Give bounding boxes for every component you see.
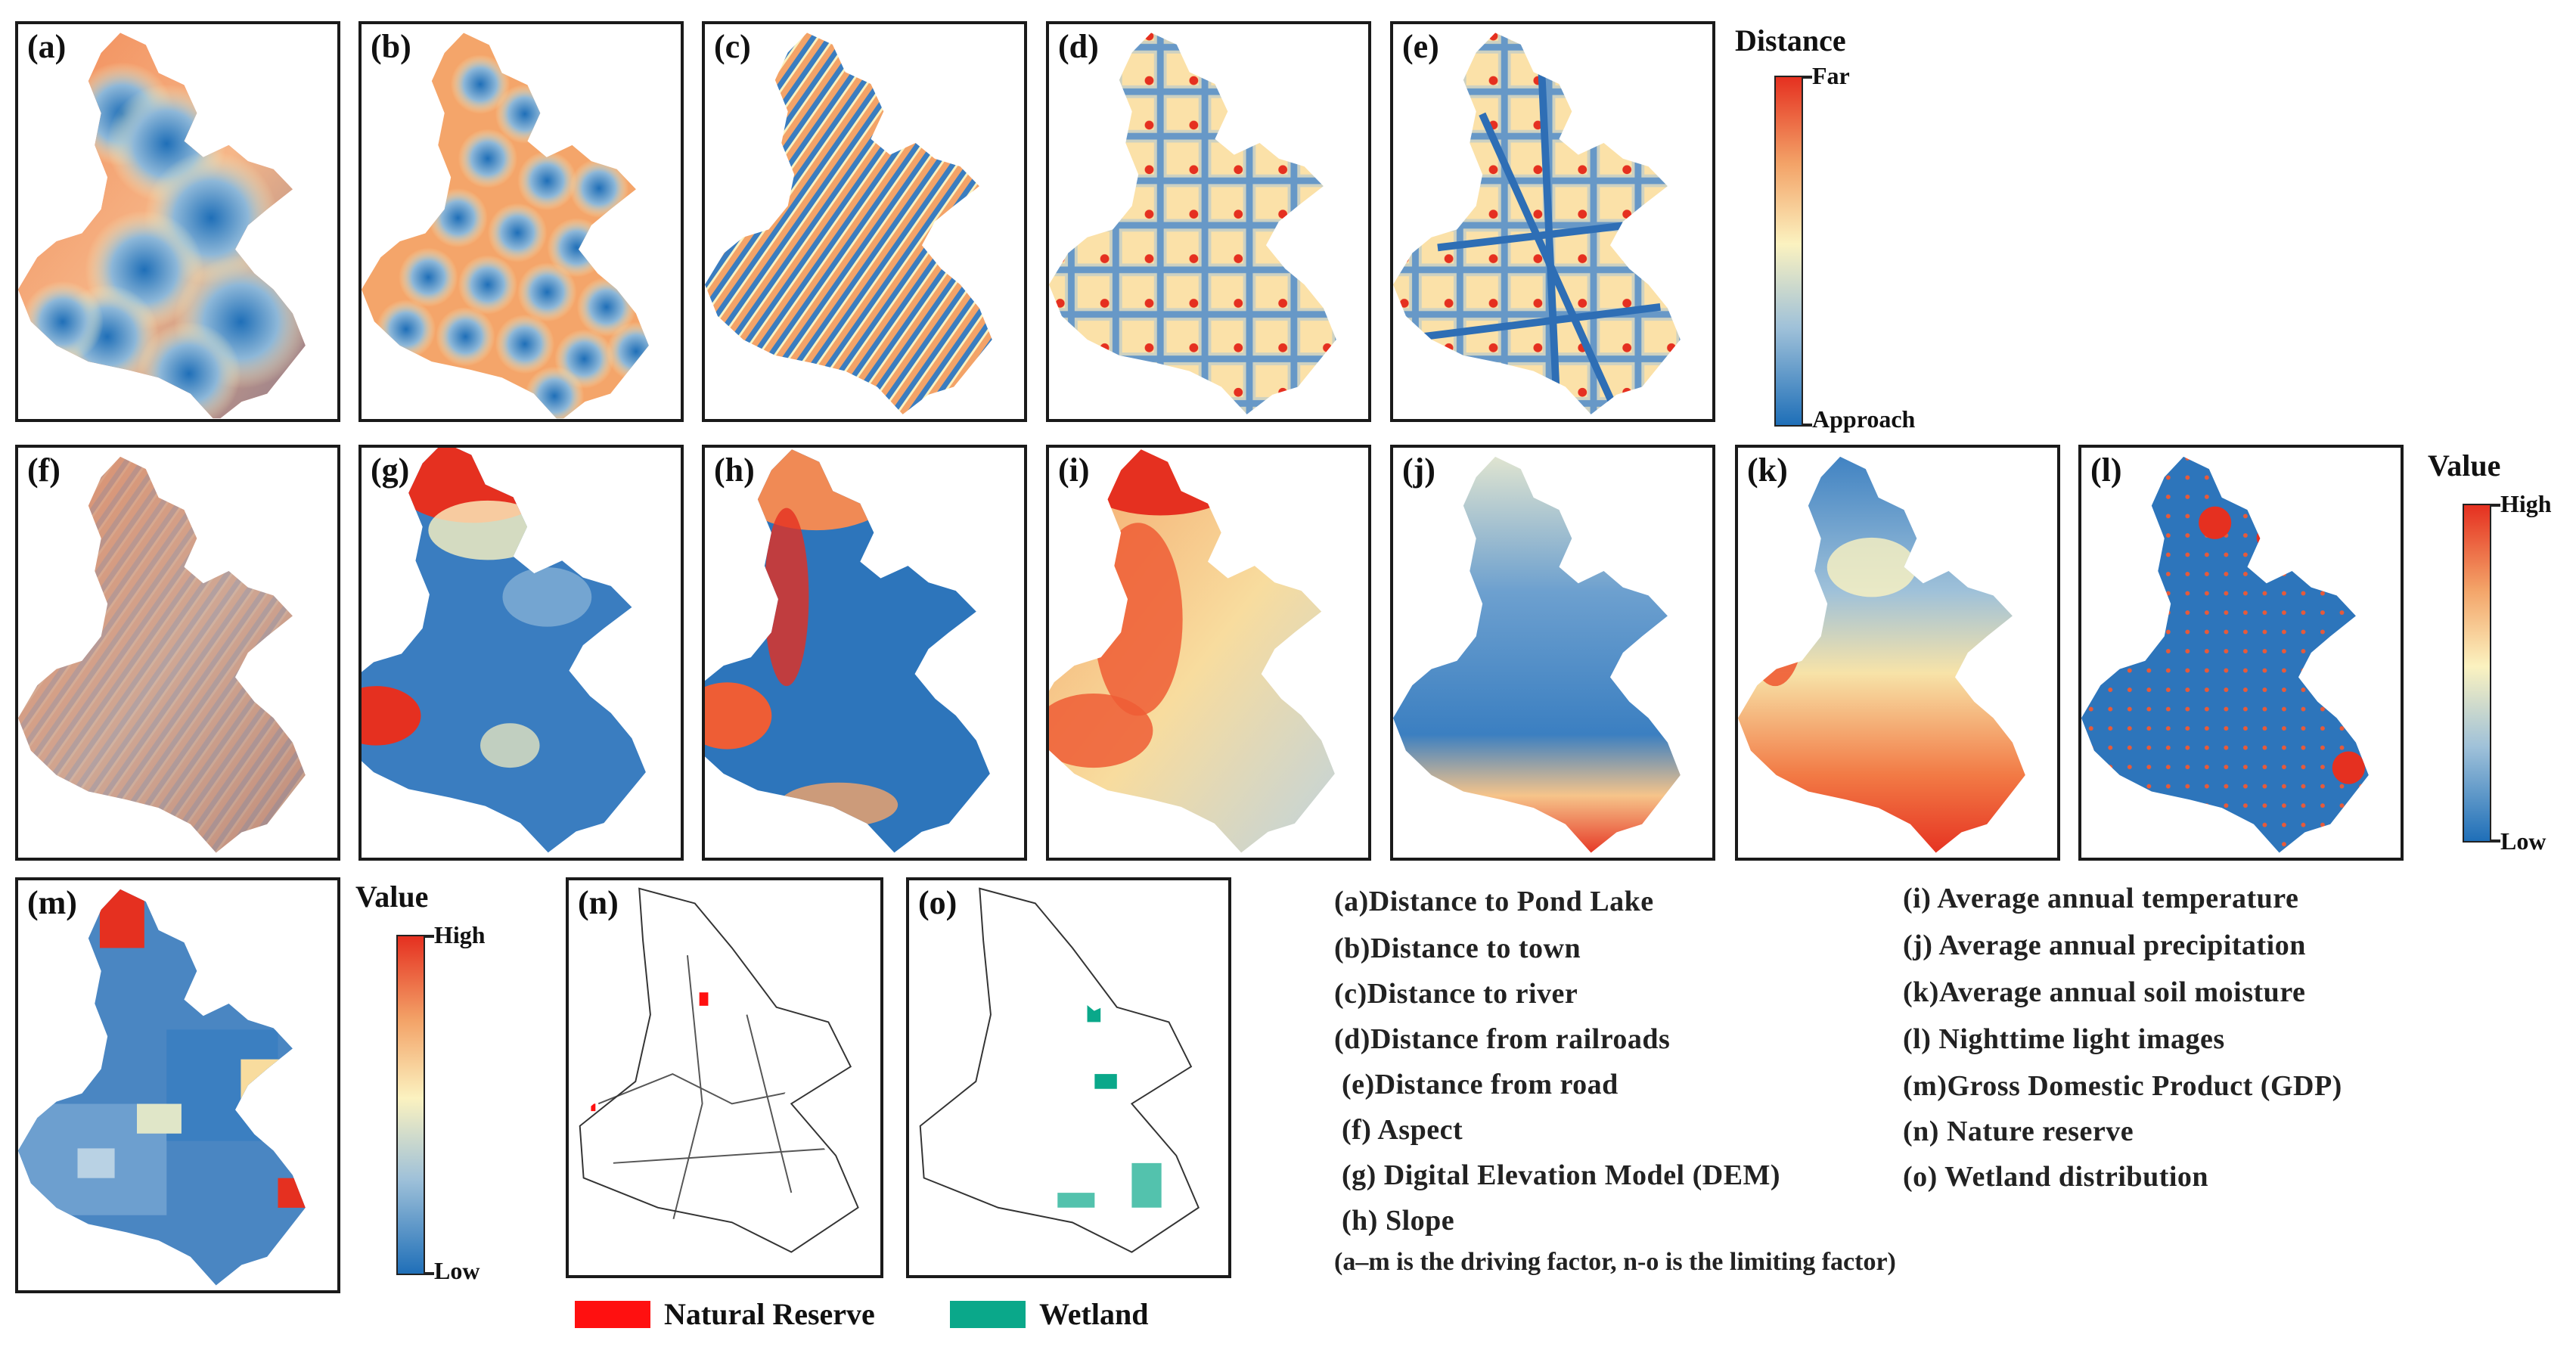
- factor-l: (l) Nighttime light images: [1903, 1023, 2225, 1055]
- map-panel-g: (g): [358, 445, 684, 861]
- panel-label-g: (g): [371, 452, 410, 489]
- map-panel-e: (e): [1390, 21, 1715, 422]
- panel-label-n: (n): [578, 884, 619, 921]
- factor-j: (j) Average annual precipitation: [1903, 929, 2306, 961]
- panel-label-h: (h): [714, 452, 755, 489]
- map-temperature: [1049, 449, 1335, 853]
- factor-b: (b)Distance to town: [1334, 933, 1581, 964]
- factor-k: (k)Average annual soil moisture: [1903, 976, 2306, 1008]
- map-distance-pond-lake: [18, 33, 306, 419]
- map-panel-k: (k): [1735, 445, 2060, 861]
- factor-h: (h) Slope: [1342, 1205, 1455, 1237]
- factor-note: (a–m is the driving factor, n-o is the l…: [1334, 1248, 1896, 1276]
- panel-label-m: (m): [27, 884, 77, 921]
- map-nature-reserve: [569, 887, 859, 1271]
- gdp-legend-title: Value: [355, 880, 429, 914]
- map-panel-h: (h): [702, 445, 1027, 861]
- factor-d: (d)Distance from railroads: [1334, 1023, 1671, 1055]
- factor-m: (m)Gross Domestic Product (GDP): [1903, 1070, 2342, 1102]
- factor-e: (e)Distance from road: [1342, 1069, 1619, 1100]
- map-panel-o: (o): [906, 877, 1231, 1278]
- factor-c: (c)Distance to river: [1334, 978, 1578, 1010]
- value-legend-low: Low: [2500, 827, 2547, 855]
- map-panel-f: (f): [15, 445, 340, 861]
- panel-label-o: (o): [918, 884, 957, 921]
- factor-g: (g) Digital Elevation Model (DEM): [1342, 1159, 1781, 1191]
- map-panel-j: (j): [1390, 445, 1715, 861]
- map-distance-railroads: [1049, 33, 1336, 414]
- map-dem: [362, 448, 646, 853]
- map-panel-l: (l): [2078, 445, 2404, 861]
- gdp-colorbar: [396, 935, 434, 1275]
- map-slope: [705, 449, 990, 853]
- map-distance-town: [362, 33, 649, 419]
- factor-i: (i) Average annual temperature: [1903, 883, 2299, 914]
- distance-legend-low: Approach: [1812, 405, 1916, 433]
- distance-legend-high: Far: [1812, 62, 1850, 89]
- wetland-label: Wetland: [1039, 1297, 1149, 1331]
- factor-o: (o) Wetland distribution: [1903, 1161, 2209, 1193]
- value-legend-high: High: [2500, 490, 2552, 517]
- map-panel-a: (a): [15, 21, 340, 422]
- panel-label-d: (d): [1058, 28, 1099, 65]
- gdp-legend-high: High: [434, 921, 486, 948]
- map-distance-road: [1393, 33, 1681, 414]
- factor-n: (n) Nature reserve: [1903, 1116, 2134, 1147]
- reserve-label: Natural Reserve: [664, 1297, 875, 1331]
- value-colorbar: [2463, 504, 2500, 843]
- map-precipitation: [1393, 456, 1681, 853]
- map-panel-d: (d): [1046, 21, 1371, 422]
- factor-a: (a)Distance to Pond Lake: [1334, 886, 1654, 917]
- distance-legend-title: Distance: [1735, 23, 1846, 57]
- reserve-swatch: [575, 1301, 650, 1328]
- panel-label-l: (l): [2090, 452, 2122, 489]
- gdp-legend-low: Low: [434, 1257, 480, 1284]
- map-aspect: [18, 456, 306, 853]
- map-panel-b: (b): [358, 21, 684, 422]
- panel-label-k: (k): [1747, 452, 1788, 489]
- panel-label-a: (a): [27, 28, 67, 65]
- panel-label-e: (e): [1402, 28, 1439, 65]
- wetland-swatch: [950, 1301, 1026, 1328]
- map-distance-river: [705, 33, 992, 414]
- map-wetland: [909, 887, 1200, 1271]
- map-panel-c: (c): [702, 21, 1027, 422]
- map-panel-m: (m): [15, 877, 340, 1293]
- factor-f: (f) Aspect: [1342, 1114, 1463, 1146]
- panel-label-i: (i): [1058, 452, 1090, 489]
- panel-label-f: (f): [27, 452, 61, 489]
- panel-label-c: (c): [714, 28, 751, 65]
- map-panel-i: (i): [1046, 445, 1371, 861]
- value-legend-title: Value: [2428, 448, 2501, 483]
- distance-colorbar: [1774, 76, 1812, 427]
- map-gdp: [18, 889, 306, 1286]
- panel-label-j: (j): [1402, 452, 1435, 489]
- map-panel-n: (n): [566, 877, 883, 1278]
- map-soil-moisture: [1738, 456, 2025, 853]
- map-nighttime-light: [2081, 456, 2369, 853]
- panel-label-b: (b): [371, 28, 411, 65]
